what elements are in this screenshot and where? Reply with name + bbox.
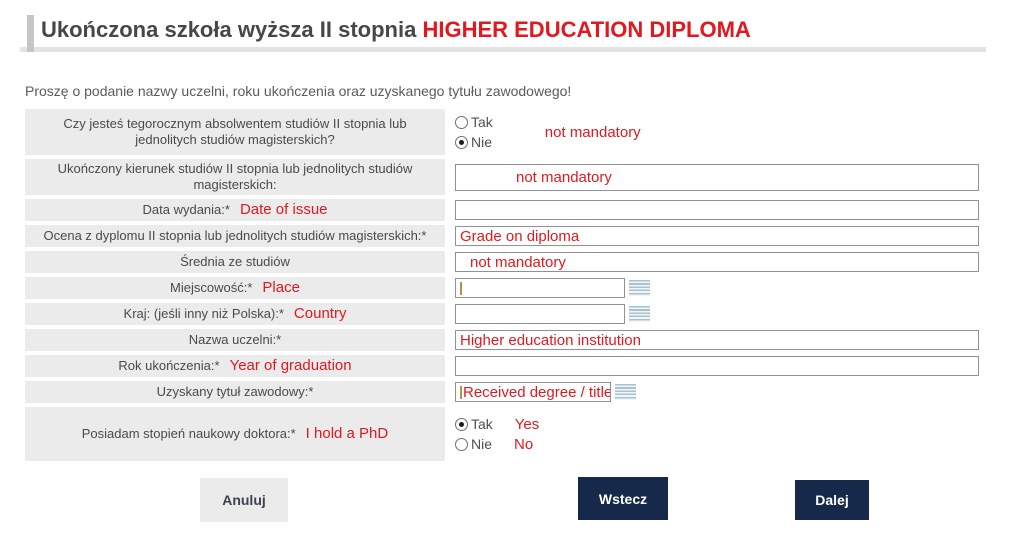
average-value: not mandatory: [470, 253, 566, 271]
radio-label-nie: Nie: [471, 134, 493, 150]
grade-value: Grade on diploma: [460, 227, 580, 245]
date-of-issue-annotation: Date of issue: [239, 201, 328, 218]
header-divider: [20, 47, 986, 52]
yes-annotation: Yes: [514, 415, 540, 433]
institution-value: Higher education institution: [460, 331, 641, 349]
institution-label: Nazwa uczelni:*: [188, 332, 282, 347]
country-field: [455, 303, 981, 325]
average-field: not mandatory: [455, 251, 981, 273]
row-phd: Posiadam stopień naukowy doktora:* I hol…: [25, 407, 981, 461]
header-accent-bar: [27, 15, 34, 52]
date-of-issue-label: Data wydania:*: [142, 202, 230, 217]
phd-field: Tak Yes Nie No: [455, 407, 981, 461]
grad-this-year-field: Tak Nie not mandatory: [455, 109, 981, 155]
field-of-study-input[interactable]: not mandatory: [455, 163, 979, 191]
field-label: Data wydania:* Date of issue: [25, 199, 445, 221]
degree-title-value: Received degree / title: [463, 383, 611, 401]
phd-annotation: I hold a PhD: [305, 425, 389, 442]
row-institution: Nazwa uczelni:* Higher education institu…: [25, 329, 981, 351]
radio-label-tak: Tak: [471, 416, 493, 432]
year-of-graduation-field: [455, 355, 981, 377]
phd-radio-group: Tak Yes Nie No: [455, 416, 539, 453]
radio-checked-icon[interactable]: [455, 135, 468, 149]
field-of-study-label: Ukończony kierunek studiów II stopnia lu…: [57, 161, 413, 192]
degree-title-field: Received degree / title: [455, 381, 981, 403]
country-annotation: Country: [293, 305, 347, 322]
date-of-issue-field: [455, 199, 981, 221]
not-mandatory-annotation: not mandatory: [544, 123, 641, 141]
year-of-graduation-annotation: Year of graduation: [229, 357, 352, 374]
field-label: Ukończony kierunek studiów II stopnia lu…: [25, 159, 445, 195]
page-title-en-annotation: HIGHER EDUCATION DIPLOMA: [422, 17, 751, 42]
year-of-graduation-input[interactable]: [455, 356, 979, 376]
grade-field: Grade on diploma: [455, 225, 981, 247]
field-label: Ocena z dyplomu II stopnia lub jednolity…: [25, 225, 445, 247]
row-country: Kraj: (jeśli inny niż Polska):* Country: [25, 303, 981, 325]
institution-field: Higher education institution: [455, 329, 981, 351]
field-label: Kraj: (jeśli inny niż Polska):* Country: [25, 303, 445, 325]
row-degree-title: Uzyskany tytuł zawodowy:* Received degre…: [25, 381, 981, 403]
field-label: Miejscowość:* Place: [25, 277, 445, 299]
picker-list-icon[interactable]: [629, 306, 650, 322]
institution-input[interactable]: Higher education institution: [455, 330, 979, 350]
grad-this-year-radio-group: Tak Nie: [455, 114, 493, 151]
place-field: [455, 277, 981, 299]
back-button[interactable]: Wstecz: [578, 477, 668, 520]
page-title-pl: Ukończona szkoła wyższa II stopnia: [41, 17, 417, 42]
text-cursor: [460, 281, 462, 295]
row-average: Średnia ze studiów not mandatory: [25, 251, 981, 273]
year-of-graduation-label: Rok ukończenia:*: [118, 358, 220, 373]
field-label: Czy jesteś tegorocznym absolwentem studi…: [25, 109, 445, 155]
radio-label-tak: Tak: [471, 114, 493, 130]
picker-list-icon[interactable]: [615, 384, 636, 400]
row-year-of-graduation: Rok ukończenia:* Year of graduation: [25, 355, 981, 377]
row-field-of-study: Ukończony kierunek studiów II stopnia lu…: [25, 159, 981, 195]
radio-option-nie[interactable]: Nie: [455, 134, 493, 151]
country-input[interactable]: [455, 304, 625, 324]
no-annotation: No: [514, 435, 534, 453]
field-of-study-field: not mandatory: [455, 159, 981, 195]
place-annotation: Place: [262, 279, 300, 296]
cancel-button[interactable]: Anuluj: [200, 478, 288, 522]
radio-option-nie[interactable]: Nie No: [455, 436, 539, 453]
picker-list-icon[interactable]: [629, 280, 650, 296]
next-button[interactable]: Dalej: [795, 480, 869, 520]
date-of-issue-input[interactable]: [455, 200, 979, 220]
diploma-form-table: Czy jesteś tegorocznym absolwentem studi…: [25, 109, 981, 465]
radio-unchecked-icon[interactable]: [455, 437, 468, 451]
field-label: Uzyskany tytuł zawodowy:*: [25, 381, 445, 403]
average-input[interactable]: not mandatory: [455, 252, 979, 272]
degree-title-label: Uzyskany tytuł zawodowy:*: [156, 384, 314, 399]
field-label: Rok ukończenia:* Year of graduation: [25, 355, 445, 377]
field-of-study-value: not mandatory: [516, 168, 612, 186]
page-title: Ukończona szkoła wyższa II stopnia HIGHE…: [41, 17, 751, 43]
radio-checked-icon[interactable]: [455, 417, 468, 431]
text-cursor: [460, 385, 462, 399]
country-label: Kraj: (jeśli inny niż Polska):*: [123, 306, 284, 321]
row-grad-this-year: Czy jesteś tegorocznym absolwentem studi…: [25, 109, 981, 155]
field-label: Posiadam stopień naukowy doktora:* I hol…: [25, 407, 445, 461]
place-label: Miejscowość:*: [170, 280, 253, 295]
average-label: Średnia ze studiów: [180, 254, 290, 269]
radio-label-nie: Nie: [471, 436, 493, 452]
radio-option-tak[interactable]: Tak: [455, 114, 493, 131]
row-date-of-issue: Data wydania:* Date of issue: [25, 199, 981, 221]
field-label: Średnia ze studiów: [25, 251, 445, 273]
grade-input[interactable]: Grade on diploma: [455, 226, 979, 246]
form-instructions: Proszę o podanie nazwy uczelni, roku uko…: [25, 83, 572, 99]
place-input[interactable]: [455, 278, 625, 298]
phd-label: Posiadam stopień naukowy doktora:*: [81, 426, 296, 441]
degree-title-input[interactable]: Received degree / title: [455, 382, 611, 402]
row-place: Miejscowość:* Place: [25, 277, 981, 299]
grad-this-year-label: Czy jesteś tegorocznym absolwentem studi…: [63, 116, 407, 147]
grade-label: Ocena z dyplomu II stopnia lub jednolity…: [43, 228, 427, 243]
row-grade: Ocena z dyplomu II stopnia lub jednolity…: [25, 225, 981, 247]
radio-option-tak[interactable]: Tak Yes: [455, 416, 539, 433]
radio-unchecked-icon[interactable]: [455, 115, 468, 129]
field-label: Nazwa uczelni:*: [25, 329, 445, 351]
